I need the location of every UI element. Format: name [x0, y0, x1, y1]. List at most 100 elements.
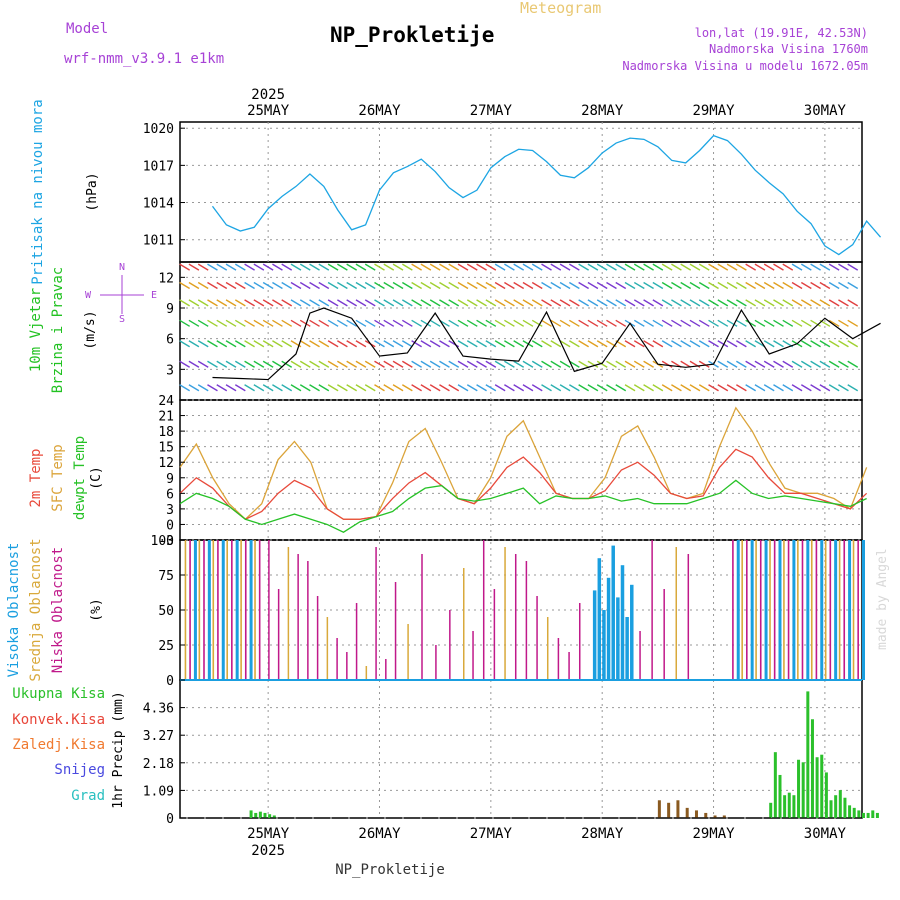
wind-arrow [188, 281, 200, 290]
precip-bar [778, 774, 782, 818]
wind-arrow [429, 263, 441, 271]
ytick-label: 18 [158, 425, 174, 440]
wind-arrow [633, 319, 645, 327]
wind-arrow [847, 340, 859, 348]
wind-arrow [374, 340, 385, 348]
wind-arrow [847, 360, 859, 368]
wind-arrow [661, 360, 673, 368]
wind-arrow [680, 384, 692, 392]
cloud-bar [449, 610, 451, 680]
wind-arrow [773, 263, 784, 271]
wind-arrow [643, 340, 654, 348]
wind-arrow [318, 263, 330, 271]
ytick-label: 12 [158, 271, 174, 286]
wind-arrow [448, 319, 460, 327]
cloud-bar [755, 540, 757, 680]
precip-bar [806, 691, 810, 818]
wind-arrow [828, 340, 840, 348]
wind-arrow [661, 299, 673, 307]
panel-frame-2 [179, 399, 863, 541]
cloud-bar [764, 540, 768, 680]
wind-arrow [596, 360, 608, 368]
cloud-bar [407, 624, 409, 680]
top-date-label: 25MAY [247, 103, 290, 119]
wind-arrow [587, 281, 599, 290]
cloud-bar [226, 540, 228, 680]
cloud-bar [810, 540, 813, 680]
wind-arrow [281, 360, 293, 368]
wind-arrow [299, 384, 311, 392]
wind-arrow [392, 319, 404, 327]
wind-arrow [253, 299, 265, 307]
wind-arrow [318, 360, 330, 368]
wind-arrow [513, 299, 525, 307]
wind-arrow [188, 263, 200, 271]
wind-arrow [420, 263, 432, 271]
bottom-date-label: 27MAY [470, 826, 513, 842]
cloud-bar [750, 540, 754, 680]
wind-arrow [485, 340, 497, 348]
wind-arrow [346, 299, 358, 307]
precip-bar [694, 810, 698, 818]
wind-arrow [439, 384, 450, 392]
precip-bar [263, 812, 267, 818]
wind-arrow [207, 281, 218, 290]
wind-arrow [439, 340, 450, 348]
wind-arrow [550, 340, 562, 348]
ytick-label: 1020 [143, 122, 174, 137]
wind-arrow [754, 360, 766, 368]
wind-arrow [272, 340, 283, 348]
wind-arrow [290, 360, 302, 368]
pressure-line [211, 134, 882, 256]
wind-arrow [624, 384, 636, 392]
wind-arrow [262, 299, 274, 307]
wind-arrow [763, 360, 775, 368]
wind-arrow [355, 299, 367, 307]
wind-arrow [578, 281, 589, 290]
wind-arrow [550, 299, 562, 307]
wind-arrow [763, 299, 775, 307]
wind-arrow [290, 384, 302, 392]
wind-arrow [383, 360, 395, 368]
wind-arrow [364, 360, 376, 368]
wind-arrow [448, 360, 460, 368]
cloud-bar [504, 547, 506, 680]
ytick-label: 1017 [143, 159, 174, 174]
ytick-label: 1.09 [143, 784, 174, 799]
wind-arrow [429, 319, 441, 327]
model-elevation-label: Nadmorska Visina u modelu 1672.05m [622, 59, 868, 73]
wind-arrow [225, 340, 237, 348]
cloud-unit-label: (%) [89, 598, 104, 621]
wind-arrow [299, 299, 311, 307]
wind-arrow [726, 281, 738, 290]
wind-arrow [810, 360, 821, 368]
wind-arrow [587, 263, 599, 271]
model-label: Model [66, 21, 108, 37]
wind-arrow [494, 299, 506, 307]
wind-arrow [337, 340, 348, 348]
wind-arrow [559, 263, 571, 271]
wind-arrow [652, 281, 664, 290]
precip-bar [722, 815, 726, 818]
wind-arrow [290, 281, 302, 290]
compass-north: N [119, 262, 125, 273]
wind-arrow [197, 360, 209, 368]
cloud-bar [297, 554, 299, 680]
wind-arrow [457, 263, 469, 271]
wind-arrow [680, 263, 692, 271]
wind-arrow [299, 319, 311, 327]
wind-arrow [485, 360, 497, 368]
wind-arrow [782, 360, 794, 368]
ytick-label: 21 [158, 410, 174, 425]
watermark: made by Angel [875, 548, 890, 650]
wind-arrow [578, 263, 589, 271]
wind-arrow [773, 319, 784, 327]
wind-arrow [466, 281, 478, 290]
wind-arrow [253, 340, 265, 348]
wind-arrow [401, 281, 413, 290]
wind-arrow [782, 384, 794, 392]
wind-arrow [197, 319, 209, 327]
wind-arrow [773, 281, 784, 290]
wind-arrow [420, 319, 432, 327]
wind-arrow [819, 384, 831, 392]
